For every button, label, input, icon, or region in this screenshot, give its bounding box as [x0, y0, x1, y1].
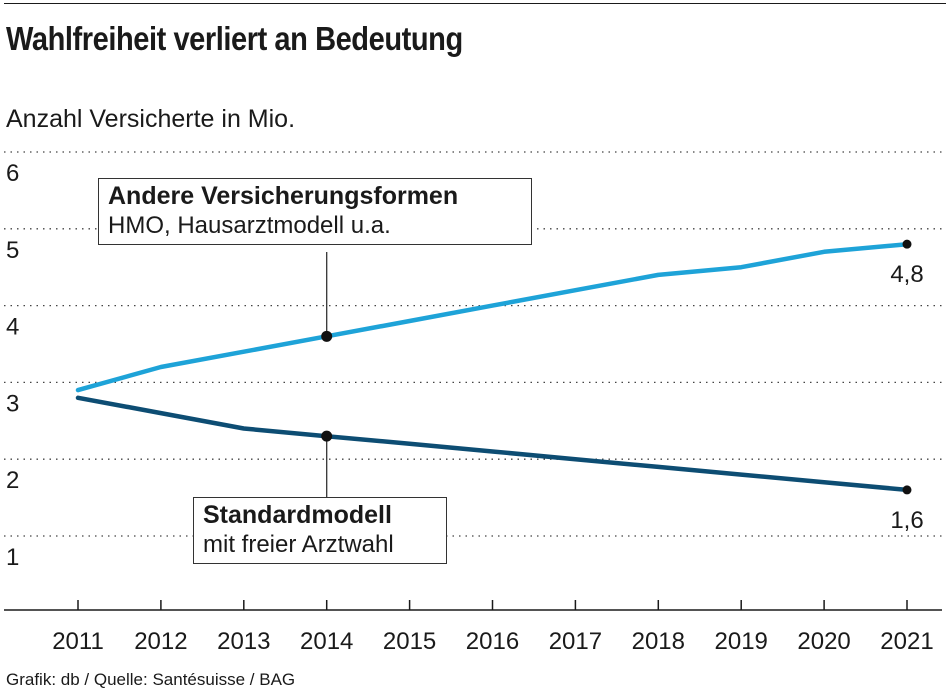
x-tick-label: 2011 — [52, 628, 104, 655]
series-lines — [75, 241, 910, 493]
callout-standardmodell: Standardmodell mit freier Arztwahl — [193, 497, 447, 564]
callout-title: Standardmodell — [203, 501, 392, 529]
y-tick-label: 5 — [6, 237, 19, 264]
series-line — [75, 241, 910, 393]
end-marker — [902, 485, 912, 495]
chart-subtitle: Anzahl Versicherte in Mio. — [6, 105, 296, 133]
callout-subtitle: HMO, Hausarztmodell u.a. — [108, 212, 391, 239]
end-marker — [902, 239, 912, 249]
end-labels: 4,8 1,6 — [890, 261, 923, 534]
y-tick-label: 2 — [6, 467, 19, 494]
x-tick-label: 2016 — [466, 628, 519, 655]
callout-marker — [321, 330, 333, 342]
x-tick-label: 2014 — [300, 628, 353, 655]
source-credit: Grafik: db / Quelle: Santésuisse / BAG — [6, 670, 296, 689]
callout-title: Andere Versicherungsformen — [108, 182, 459, 210]
x-axis: 2011 2012 2013 2014 2015 2016 2017 2018 2019 2020… — [4, 600, 942, 655]
end-value-label: 4,8 — [890, 261, 923, 288]
y-tick-label: 6 — [6, 160, 19, 187]
callout-marker — [321, 430, 333, 442]
x-tick-label: 2013 — [217, 628, 270, 655]
x-tick-label: 2012 — [134, 628, 187, 655]
x-tick-label: 2020 — [797, 628, 850, 655]
chart-title: Wahlfreiheit verliert an Bedeutung — [6, 20, 463, 57]
series-line — [75, 395, 910, 493]
x-tick-label: 2015 — [383, 628, 436, 655]
top-rule — [4, 3, 946, 4]
x-tick-label: 2017 — [549, 628, 602, 655]
end-value-label: 1,6 — [890, 507, 923, 534]
x-tick-label: 2018 — [632, 628, 685, 655]
callout-andere-versicherungsformen: Andere Versicherungsformen HMO, Hausarzt… — [98, 178, 532, 245]
x-tick-label: 2021 — [880, 628, 933, 655]
y-tick-label: 4 — [6, 314, 19, 341]
x-tick-label: 2019 — [715, 628, 768, 655]
y-axis-ticks: 1 2 3 4 5 6 — [6, 160, 19, 571]
y-tick-label: 3 — [6, 390, 19, 417]
callout-subtitle: mit freier Arztwahl — [203, 531, 394, 558]
y-tick-label: 1 — [6, 544, 19, 571]
series-markers — [321, 239, 912, 495]
